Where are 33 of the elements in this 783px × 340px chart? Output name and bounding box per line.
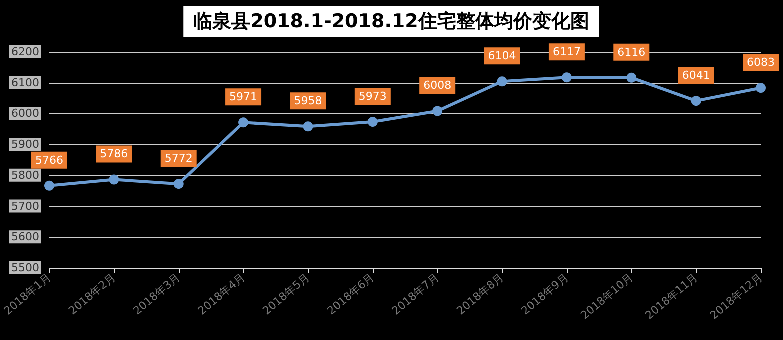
- point: [562, 72, 572, 83]
- y-tick-label: 5900: [11, 138, 40, 152]
- point: [303, 122, 314, 132]
- point: [174, 179, 184, 190]
- point: [368, 117, 378, 128]
- y-tick-label: 5600: [11, 230, 40, 244]
- y-tick-label: 5500: [11, 262, 40, 274]
- data-label: 5786: [100, 148, 128, 161]
- data-label: 5772: [164, 152, 193, 166]
- chart-title: 临泉县2018.1-2018.12住宅整体均价变化图: [194, 10, 590, 32]
- point: [109, 174, 120, 185]
- point: [756, 83, 766, 94]
- data-label: 5958: [294, 94, 322, 108]
- data-label: 6116: [618, 46, 646, 59]
- y-tick-label: 5800: [11, 168, 40, 182]
- point: [44, 180, 54, 191]
- y-tick-label: 5700: [11, 200, 40, 213]
- point: [626, 72, 637, 83]
- data-label: 6041: [682, 69, 710, 82]
- data-label: 5971: [230, 90, 258, 104]
- point: [691, 96, 702, 106]
- point: [238, 118, 249, 128]
- y-tick-label: 6100: [11, 76, 40, 90]
- point: [497, 76, 508, 87]
- point: [432, 106, 443, 116]
- data-label: 6117: [552, 46, 581, 59]
- data-label: 5766: [35, 154, 64, 167]
- y-tick-label: 6200: [11, 46, 40, 58]
- data-label: 6008: [424, 79, 452, 92]
- data-label: 5973: [358, 90, 387, 104]
- y-tick-label: 6000: [11, 107, 40, 120]
- data-label: 6083: [747, 56, 775, 70]
- data-label: 6104: [488, 50, 516, 63]
